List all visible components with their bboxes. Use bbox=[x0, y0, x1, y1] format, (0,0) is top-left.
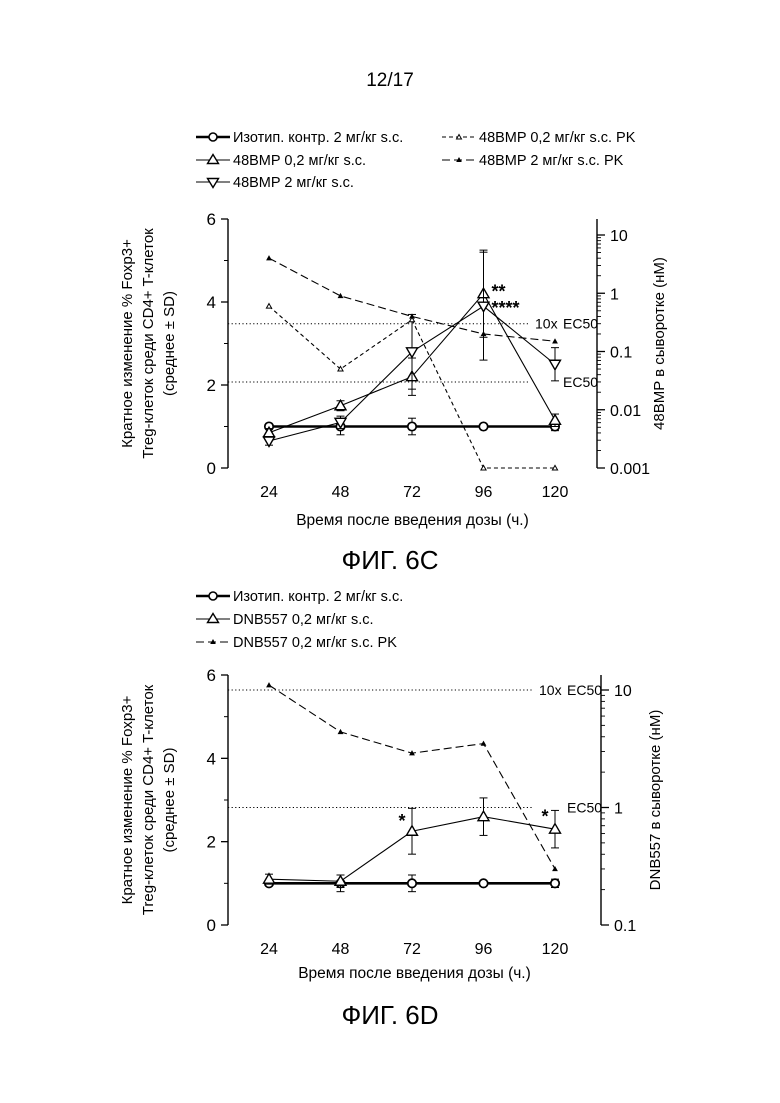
x-tick-label: 96 bbox=[475, 484, 493, 501]
data-point bbox=[266, 304, 271, 309]
legend-item-dnb557-pk: DNB557 0,2 мг/кг s.c. PK bbox=[196, 635, 397, 651]
legend-item-48bmp-0-2-pk: 48BMP 0,2 мг/кг s.c. PK bbox=[442, 130, 636, 146]
x-tick-label: 72 bbox=[403, 941, 421, 958]
x-tick-label: 72 bbox=[403, 484, 421, 501]
y-tick-label: 0 bbox=[207, 459, 216, 478]
significance-annotation: **** bbox=[492, 298, 520, 318]
data-point bbox=[338, 729, 344, 734]
legend-item-48bmp-2-pk: 48BMP 2 мг/кг s.c. PK bbox=[442, 153, 624, 169]
y-tick-label: 2 bbox=[207, 376, 216, 395]
legend-item-48bmp-0-2: 48BMP 0,2 мг/кг s.c. bbox=[196, 153, 366, 169]
figure-label-6c: ФИГ. 6C bbox=[0, 545, 780, 576]
data-point bbox=[552, 338, 558, 343]
reference-line-label: EC50 bbox=[563, 374, 598, 390]
chart-6d: 02460.111024487296120Время после введени… bbox=[119, 666, 664, 982]
data-point bbox=[481, 465, 486, 470]
legend-item-48bmp-2: 48BMP 2 мг/кг s.c. bbox=[196, 175, 354, 191]
data-point bbox=[552, 465, 557, 470]
reference-line-label: EC50 bbox=[567, 682, 602, 698]
y-axis-label: Кратное изменение % Foxp3+ bbox=[119, 239, 136, 448]
data-point bbox=[478, 302, 489, 312]
y2-tick-label: 0.1 bbox=[614, 918, 636, 935]
y2-tick-label: 10 bbox=[614, 683, 632, 700]
legend-label: 48BMP 2 мг/кг s.c. PK bbox=[479, 153, 624, 169]
data-point bbox=[266, 255, 272, 260]
data-point bbox=[408, 879, 416, 887]
y2-tick-label: 0.001 bbox=[610, 461, 650, 478]
x-tick-label: 120 bbox=[542, 941, 569, 958]
data-point bbox=[551, 879, 559, 887]
y2-tick-label: 1 bbox=[610, 286, 619, 303]
reference-line-prefix: 10x bbox=[539, 682, 562, 698]
y2-tick-label: 0.01 bbox=[610, 403, 641, 420]
y2-axis-label: 48BMP в сыворотке (нМ) bbox=[651, 257, 668, 430]
data-point bbox=[479, 879, 487, 887]
data-point bbox=[478, 811, 489, 821]
x-axis-label: Время после введения дозы (ч.) bbox=[298, 965, 531, 982]
legend-6d: Изотип. контр. 2 мг/кг s.c. DNB557 0,2 м… bbox=[196, 589, 403, 651]
data-point bbox=[338, 293, 344, 298]
x-tick-label: 24 bbox=[260, 484, 278, 501]
significance-annotation: * bbox=[398, 811, 405, 831]
x-tick-label: 96 bbox=[475, 941, 493, 958]
x-tick-label: 48 bbox=[332, 484, 350, 501]
x-axis-label: Время после введения дозы (ч.) bbox=[296, 512, 529, 529]
data-point bbox=[264, 874, 275, 884]
data-point bbox=[266, 682, 272, 687]
legend-label: 48BMP 0,2 мг/кг s.c. PK bbox=[479, 130, 636, 146]
y2-axis-label: DNB557 в сыворотке (нМ) bbox=[647, 710, 664, 891]
y-axis-label: Treg-клеток среди CD4+ T-клеток bbox=[140, 684, 157, 915]
x-tick-label: 120 bbox=[542, 484, 569, 501]
y-tick-label: 4 bbox=[207, 293, 216, 312]
legend-label: DNB557 0,2 мг/кг s.c. PK bbox=[233, 635, 397, 651]
data-point bbox=[335, 400, 346, 410]
y-axis-label: Кратное изменение % Foxp3+ bbox=[119, 695, 136, 904]
legend-label: Изотип. контр. 2 мг/кг s.c. bbox=[233, 130, 403, 146]
x-tick-label: 48 bbox=[332, 941, 350, 958]
significance-annotation: * bbox=[541, 807, 548, 827]
legend-label: Изотип. контр. 2 мг/кг s.c. bbox=[233, 589, 403, 605]
figure-label-6d: ФИГ. 6D bbox=[0, 1000, 780, 1031]
y-axis-label: Treg-клеток среди CD4+ T-клеток bbox=[140, 228, 157, 459]
y2-tick-label: 10 bbox=[610, 228, 628, 245]
reference-line-label: EC50 bbox=[567, 800, 602, 816]
y2-tick-label: 1 bbox=[614, 801, 623, 818]
y-axis-label: (среднее ± SD) bbox=[161, 291, 178, 396]
chart-6c: 02460.0010.010.111024487296120Время посл… bbox=[119, 210, 668, 529]
y-tick-label: 6 bbox=[207, 666, 216, 685]
y-tick-label: 2 bbox=[207, 833, 216, 852]
reference-line-label: EC50 bbox=[563, 316, 598, 332]
legend-item-dnb557: DNB557 0,2 мг/кг s.c. bbox=[196, 612, 374, 628]
y-tick-label: 0 bbox=[207, 916, 216, 935]
legend-item-isotype: Изотип. контр. 2 мг/кг s.c. bbox=[196, 130, 403, 146]
reference-line-prefix: 10x bbox=[535, 316, 558, 332]
y2-tick-label: 0.1 bbox=[610, 345, 632, 362]
legend-item-isotype: Изотип. контр. 2 мг/кг s.c. bbox=[196, 589, 403, 605]
data-point bbox=[550, 415, 561, 425]
data-point bbox=[481, 331, 487, 336]
data-point bbox=[408, 422, 416, 430]
data-point bbox=[481, 741, 487, 746]
x-tick-label: 24 bbox=[260, 941, 278, 958]
data-point bbox=[479, 422, 487, 430]
y-axis-label: (среднее ± SD) bbox=[161, 748, 178, 853]
y-tick-label: 6 bbox=[207, 210, 216, 229]
data-point bbox=[552, 866, 558, 871]
data-point bbox=[550, 360, 561, 370]
legend-label: DNB557 0,2 мг/кг s.c. bbox=[233, 612, 374, 628]
legend-label: 48BMP 0,2 мг/кг s.c. bbox=[233, 153, 366, 169]
legend-6c: Изотип. контр. 2 мг/кг s.c. 48BMP 0,2 мг… bbox=[196, 130, 636, 191]
legend-label: 48BMP 2 мг/кг s.c. bbox=[233, 175, 354, 191]
y-tick-label: 4 bbox=[207, 749, 216, 768]
